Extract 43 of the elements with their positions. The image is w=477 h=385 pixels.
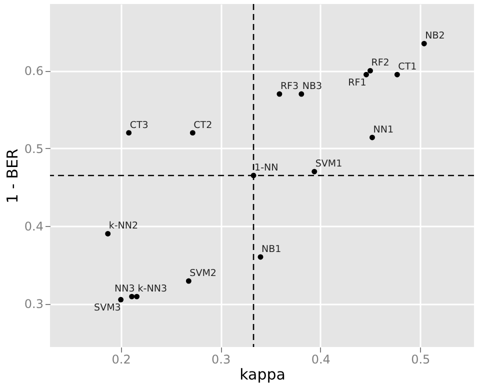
annotation: NN1 [373, 124, 394, 136]
point [118, 296, 124, 302]
annotation: RF1 [348, 78, 366, 89]
point [276, 91, 282, 97]
x-axis-title: kappa [240, 366, 286, 384]
point [186, 278, 192, 284]
point [258, 254, 264, 260]
annotation: CT1 [398, 62, 417, 73]
point [134, 294, 140, 300]
annotation: SVM3 [94, 302, 121, 314]
annotation: CT2 [194, 120, 212, 131]
point [421, 40, 427, 46]
x-tick-label: 0.2 [112, 352, 131, 366]
annotation: 1-NN [254, 162, 278, 174]
x-tick-label: 0.4 [311, 352, 330, 366]
y-axis-title: 1 - BER [3, 148, 22, 204]
point [312, 168, 318, 174]
annotation: RF2 [371, 58, 390, 69]
point [105, 230, 111, 236]
y-tick-label: 0.6 [24, 64, 44, 78]
x-tick-label: 0.3 [212, 352, 231, 366]
point [394, 72, 400, 78]
annotation: k-NN2 [108, 220, 138, 232]
point [126, 130, 132, 136]
point [129, 294, 135, 300]
point [190, 130, 196, 136]
annotation: NB2 [425, 30, 445, 42]
annotation: NB3 [302, 81, 322, 92]
annotation: RF3 [280, 81, 299, 92]
point [364, 72, 369, 78]
point [370, 134, 375, 140]
y-tick-label: 0.4 [24, 219, 44, 234]
y-tick-label: 0.3 [24, 297, 44, 312]
point [368, 68, 373, 74]
y-tick-label: 0.5 [24, 142, 44, 156]
annotation: NB1 [262, 244, 282, 255]
annotation: SVM2 [190, 268, 216, 280]
x-tick-label: 0.5 [411, 352, 430, 366]
annotation: SVM1 [315, 158, 342, 170]
annotation: k-NN3 [138, 284, 167, 295]
annotation: CT3 [130, 120, 148, 131]
annotation: NN3 [114, 284, 135, 295]
point [298, 91, 304, 97]
